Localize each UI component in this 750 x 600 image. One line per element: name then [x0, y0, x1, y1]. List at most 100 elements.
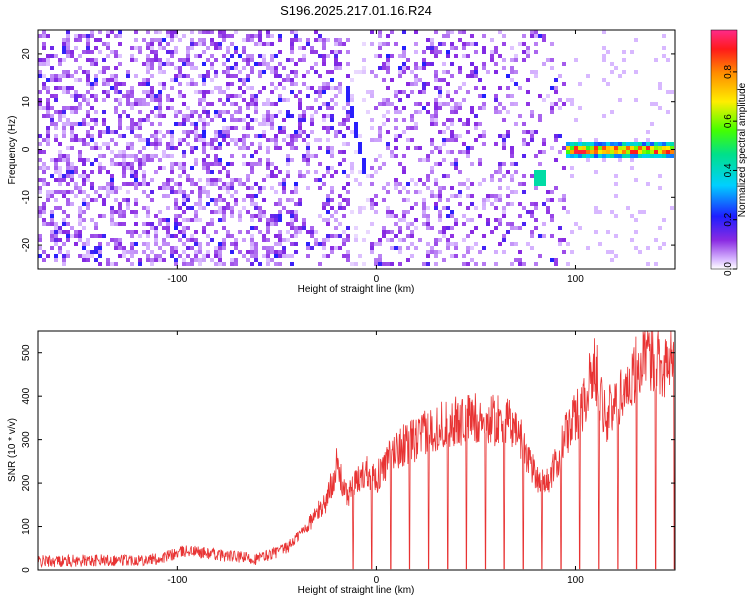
- spectrogram-cell: [554, 78, 558, 82]
- spectrogram-cell: [242, 118, 246, 122]
- spectrogram-cell: [90, 170, 94, 174]
- spectrogram-cell: [394, 234, 398, 238]
- spectrogram-cell: [194, 210, 198, 214]
- spectrogram-cell: [122, 82, 126, 86]
- spectrogram-cell: [298, 130, 302, 134]
- spectrogram-cell: [286, 110, 290, 114]
- spectrogram-cell: [562, 194, 566, 198]
- spectrogram-cell: [118, 238, 122, 242]
- spectrogram-cell: [50, 194, 54, 198]
- spectrogram-cell: [358, 210, 362, 214]
- spectrogram-cell: [402, 130, 406, 134]
- spectrogram-cell: [158, 38, 162, 42]
- spectrogram-cell: [74, 38, 78, 42]
- spectrogram-cell: [414, 66, 418, 70]
- spectrogram-cell: [78, 214, 82, 218]
- spectrogram-cell: [390, 54, 394, 58]
- spectrogram-cell: [322, 58, 326, 62]
- spectrogram-cell: [142, 146, 146, 150]
- spectrogram-cell: [654, 146, 658, 150]
- spectrogram-cell: [202, 82, 206, 86]
- spectrogram-cell: [634, 98, 638, 102]
- spectrogram-cell: [358, 150, 362, 154]
- spectrogram-cell: [258, 146, 262, 150]
- spectrogram-cell: [254, 206, 258, 210]
- spectrogram-cell: [342, 122, 346, 126]
- spectrogram-cell: [374, 106, 378, 110]
- spectrogram-cell: [150, 198, 154, 202]
- spectrogram-cell: [210, 54, 214, 58]
- spectrogram-cell: [558, 74, 562, 78]
- spectrogram-cell: [522, 50, 526, 54]
- spectrogram-cell: [430, 194, 434, 198]
- spectrogram-cell: [330, 150, 334, 154]
- spectrogram-cell: [634, 38, 638, 42]
- spectrogram-cell: [38, 150, 42, 154]
- spectrogram-cell: [134, 210, 138, 214]
- spectrogram-cell: [38, 90, 42, 94]
- spectrogram-cell: [170, 106, 174, 110]
- spectrogram-cell: [238, 78, 242, 82]
- spectrogram-cell: [106, 78, 110, 82]
- spectrogram-cell: [554, 186, 558, 190]
- spectrogram-cell: [178, 230, 182, 234]
- spectrogram-cell: [370, 198, 374, 202]
- spectrogram-cell: [154, 94, 158, 98]
- spectrogram-cell: [422, 206, 426, 210]
- spectrogram-cell: [218, 198, 222, 202]
- spectrogram-cell: [182, 242, 186, 246]
- spectrogram-cell: [338, 130, 342, 134]
- spectrogram-cell: [518, 114, 522, 118]
- spectrogram-cell: [186, 74, 190, 78]
- spectrogram-cell: [626, 142, 630, 146]
- spectrogram-cell: [454, 134, 458, 138]
- spectrogram-cell: [170, 30, 174, 34]
- spectrogram-cell: [286, 158, 290, 162]
- spectrogram-cell: [362, 206, 366, 210]
- spectrogram-cell: [602, 142, 606, 146]
- spectrogram-cell: [454, 46, 458, 50]
- spectrogram-cell: [86, 70, 90, 74]
- spectrogram-cell: [106, 142, 110, 146]
- spectrogram-cell: [250, 86, 254, 90]
- spectrogram-cell: [170, 38, 174, 42]
- spectrogram-cell: [378, 46, 382, 50]
- spectrogram-cell: [214, 230, 218, 234]
- spectrogram-cell: [102, 58, 106, 62]
- spectrogram-cell: [326, 170, 330, 174]
- spectrogram-cell: [362, 262, 366, 266]
- spectrogram-cell: [338, 42, 342, 46]
- spectrogram-cell: [58, 154, 62, 158]
- spectrogram-cell: [414, 182, 418, 186]
- spectrogram-cell: [382, 42, 386, 46]
- spectrogram-cell: [590, 142, 594, 146]
- spectrogram-cell: [514, 170, 518, 174]
- spectrogram-cell: [322, 46, 326, 50]
- spectrogram-cell: [118, 154, 122, 158]
- spectrogram-cell: [326, 102, 330, 106]
- spectrogram-cell: [150, 42, 154, 46]
- spectrogram-cell: [286, 134, 290, 138]
- spectrogram-cell: [434, 182, 438, 186]
- spectrogram-cell: [62, 42, 66, 46]
- spectrogram-cell: [242, 162, 246, 166]
- spectrogram-cell: [578, 146, 582, 150]
- spectrogram-cell: [378, 126, 382, 130]
- spectrogram-cell: [42, 162, 46, 166]
- spectrogram-cell: [246, 102, 250, 106]
- snr-y-tick-label: 100: [21, 518, 32, 535]
- spectrogram-cell: [574, 118, 578, 122]
- spectrogram-cell: [186, 238, 190, 242]
- spectrogram-cell: [470, 162, 474, 166]
- spectrogram-cell: [62, 154, 66, 158]
- spectrogram-cell: [370, 90, 374, 94]
- spectrogram-cell: [326, 202, 330, 206]
- spectrogram-cell: [154, 54, 158, 58]
- spectrogram-cell: [314, 70, 318, 74]
- spectrogram-cell: [158, 98, 162, 102]
- spectrogram-cell: [86, 82, 90, 86]
- spectrogram-cell: [218, 246, 222, 250]
- spectrogram-cell: [218, 46, 222, 50]
- spectrogram-cell: [194, 218, 198, 222]
- spectrogram-cell: [214, 250, 218, 254]
